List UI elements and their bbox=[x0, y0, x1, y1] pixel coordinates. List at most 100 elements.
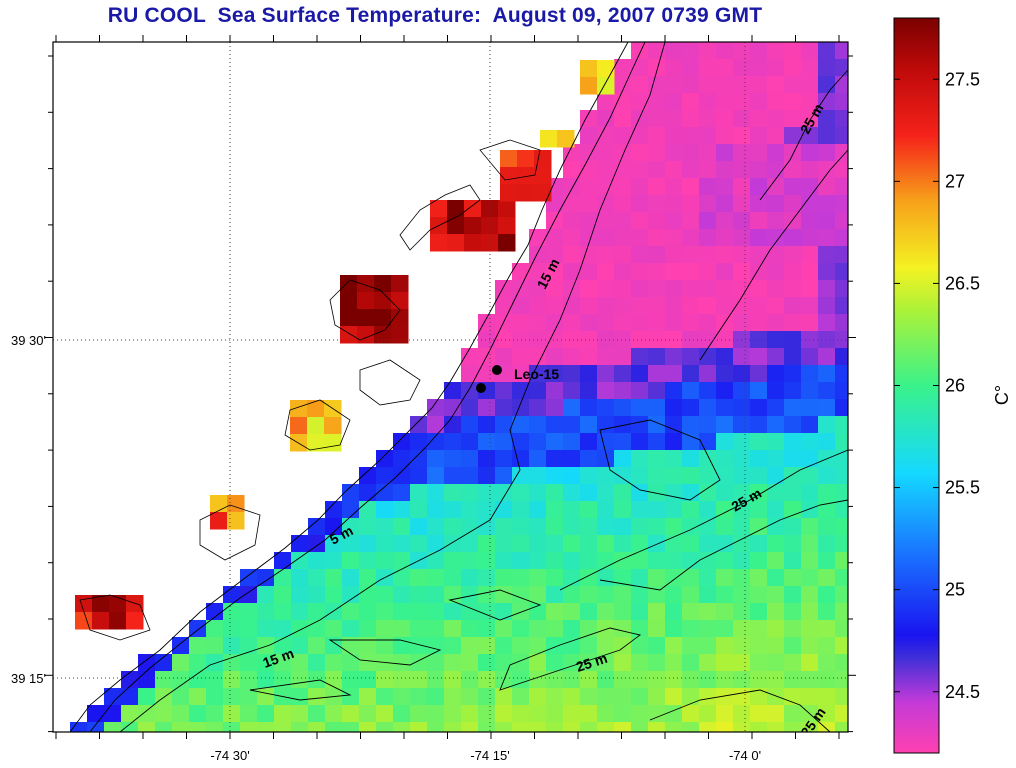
sst-cell bbox=[682, 467, 700, 485]
sst-cell bbox=[733, 144, 751, 162]
sst-cell bbox=[699, 93, 717, 111]
sst-cell bbox=[682, 195, 700, 213]
sst-cell bbox=[767, 144, 785, 162]
sst-cell bbox=[376, 535, 394, 553]
sst-cell bbox=[716, 467, 734, 485]
sst-cell bbox=[444, 433, 462, 451]
sst-cell bbox=[529, 620, 547, 638]
sst-cell bbox=[767, 263, 785, 281]
sst-cell bbox=[70, 722, 88, 732]
sst-cell bbox=[478, 705, 496, 723]
sst-cell bbox=[580, 722, 598, 732]
sst-cell bbox=[410, 620, 428, 638]
sst-cell bbox=[325, 654, 343, 672]
sst-cell bbox=[784, 161, 802, 179]
sst-cell bbox=[716, 722, 734, 732]
sst-cell bbox=[750, 382, 768, 400]
sst-cell bbox=[597, 178, 615, 196]
sst-cell bbox=[767, 416, 785, 434]
station-leo-15[interactable]: Leo-15 bbox=[476, 365, 559, 393]
sst-cell bbox=[716, 348, 734, 366]
sst-cell bbox=[461, 722, 479, 732]
sst-cell bbox=[682, 127, 700, 145]
sst-cell bbox=[240, 586, 258, 604]
sst-cell bbox=[818, 416, 836, 434]
sst-cell bbox=[444, 620, 462, 638]
sst-cell bbox=[631, 484, 649, 502]
sst-cell bbox=[529, 382, 547, 400]
sst-cell bbox=[648, 144, 666, 162]
sst-cell bbox=[597, 603, 615, 621]
station-marker-north[interactable] bbox=[492, 365, 502, 375]
sst-cell bbox=[546, 603, 564, 621]
sst-cell bbox=[580, 195, 598, 213]
sst-cell bbox=[801, 93, 819, 111]
sst-cell bbox=[495, 722, 513, 732]
sst-cell bbox=[648, 535, 666, 553]
sst-cell bbox=[818, 399, 836, 417]
sst-cell bbox=[172, 722, 190, 732]
sst-cell bbox=[750, 569, 768, 587]
sst-cell bbox=[495, 552, 513, 570]
sst-cell bbox=[631, 705, 649, 723]
sst-cell bbox=[546, 518, 564, 536]
sst-cell bbox=[716, 42, 734, 60]
sst-cell bbox=[325, 569, 343, 587]
sst-cell bbox=[495, 297, 513, 315]
sst-cell bbox=[784, 314, 802, 332]
sst-cell bbox=[597, 365, 615, 383]
sst-cell bbox=[716, 297, 734, 315]
sst-cell bbox=[342, 501, 360, 519]
sst-cell bbox=[801, 416, 819, 434]
sst-cell bbox=[750, 178, 768, 196]
sst-cell bbox=[699, 348, 717, 366]
sst-cell bbox=[614, 263, 632, 281]
sst-cell bbox=[631, 586, 649, 604]
sst-cell bbox=[291, 654, 309, 672]
sst-cell bbox=[240, 569, 258, 587]
sst-cell bbox=[682, 331, 700, 349]
sst-cell bbox=[478, 433, 496, 451]
sst-cell bbox=[325, 705, 343, 723]
sst-cell bbox=[631, 144, 649, 162]
sst-cell bbox=[750, 297, 768, 315]
sst-cell bbox=[733, 280, 751, 298]
sst-cell bbox=[699, 433, 717, 451]
sst-cell bbox=[614, 331, 632, 349]
sst-cell bbox=[699, 518, 717, 536]
sst-cell bbox=[517, 184, 535, 202]
sst-cell bbox=[631, 382, 649, 400]
station-marker-south[interactable] bbox=[476, 383, 486, 393]
sst-cell bbox=[580, 501, 598, 519]
sst-cell bbox=[495, 433, 513, 451]
sst-cell bbox=[206, 603, 224, 621]
sst-cell bbox=[376, 671, 394, 689]
sst-cell bbox=[801, 518, 819, 536]
sst-cell bbox=[580, 365, 598, 383]
sst-cell bbox=[325, 518, 343, 536]
sst-cell bbox=[716, 161, 734, 179]
sst-cell bbox=[580, 212, 598, 230]
sst-cell bbox=[699, 246, 717, 264]
sst-cell bbox=[529, 535, 547, 553]
sst-cell bbox=[393, 467, 411, 485]
sst-cell bbox=[274, 569, 292, 587]
sst-cell bbox=[648, 586, 666, 604]
sst-cell bbox=[291, 535, 309, 553]
sst-cell bbox=[665, 93, 683, 111]
sst-cell bbox=[682, 637, 700, 655]
sst-cell bbox=[767, 297, 785, 315]
sst-cell bbox=[223, 722, 241, 732]
sst-cell bbox=[427, 688, 445, 706]
sst-cell bbox=[597, 348, 615, 366]
sst-cell bbox=[682, 722, 700, 732]
sst-cell bbox=[699, 620, 717, 638]
sst-cell bbox=[227, 512, 245, 530]
sst-cell bbox=[784, 552, 802, 570]
sst-cell bbox=[699, 178, 717, 196]
sst-cell bbox=[818, 280, 836, 298]
sst-cell bbox=[597, 229, 615, 247]
sst-cell bbox=[648, 399, 666, 417]
sst-cell bbox=[835, 518, 848, 536]
sst-cell bbox=[733, 450, 751, 468]
